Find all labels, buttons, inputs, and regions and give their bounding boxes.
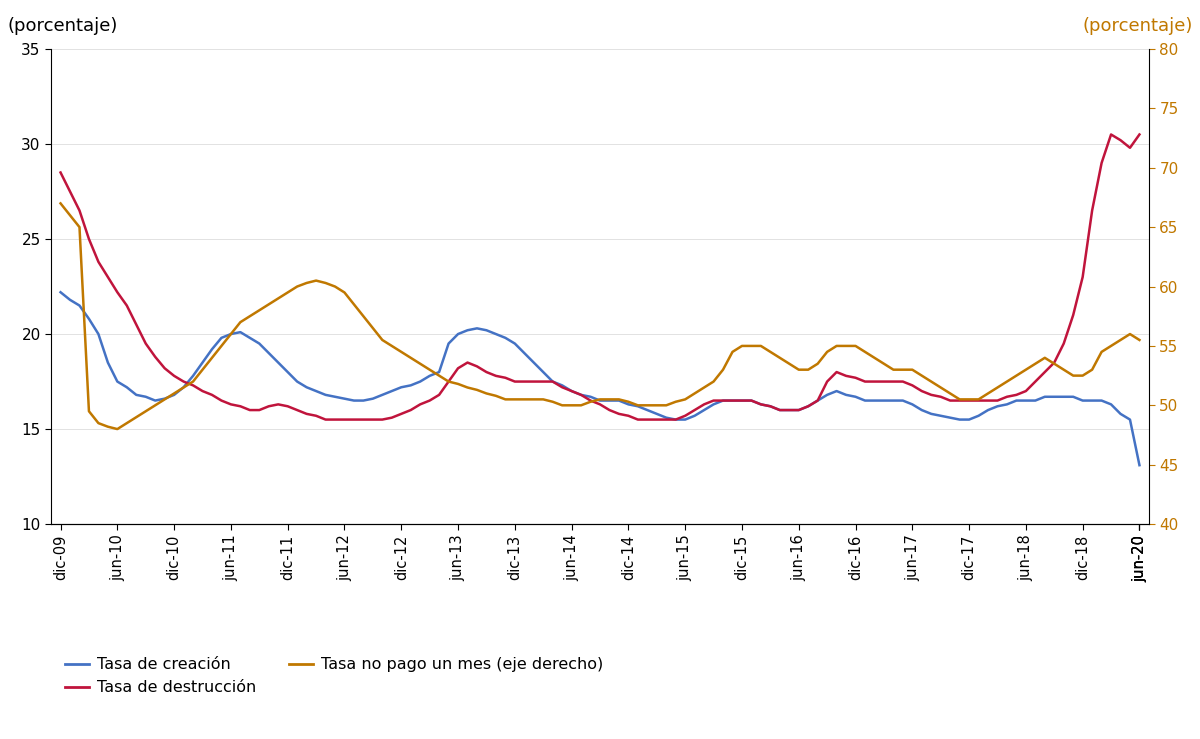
Legend: Tasa de creación, Tasa de destrucción, Tasa no pago un mes (eje derecho): Tasa de creación, Tasa de destrucción, T… — [59, 651, 610, 701]
Text: (porcentaje): (porcentaje) — [7, 17, 118, 35]
Text: (porcentaje): (porcentaje) — [1082, 17, 1193, 35]
